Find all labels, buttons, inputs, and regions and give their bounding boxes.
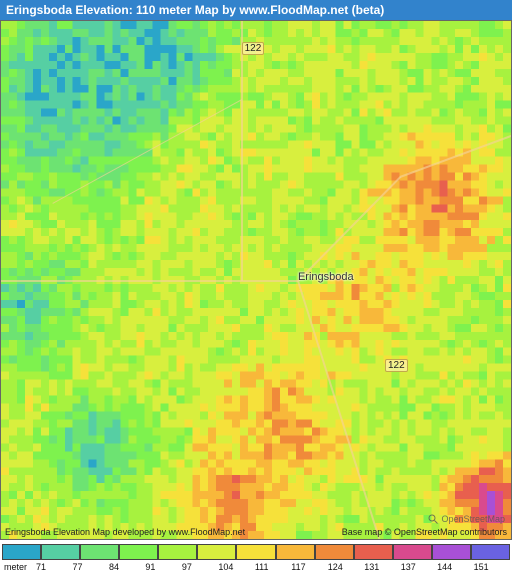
legend-swatch bbox=[119, 544, 158, 560]
legend-unit: meter bbox=[2, 562, 36, 572]
legend-break: 84 bbox=[109, 562, 145, 572]
osm-badge-text: OpenStreetMap bbox=[441, 514, 505, 524]
credit-right: Base map © OpenStreetMap contributors bbox=[342, 527, 507, 537]
legend-swatch bbox=[2, 544, 41, 560]
elevation-legend: meter 7177849197104111117124131137144151 bbox=[0, 540, 512, 582]
legend-break: 131 bbox=[364, 562, 400, 572]
legend-break: 117 bbox=[291, 562, 327, 572]
road-segment bbox=[241, 21, 243, 281]
legend-break: 144 bbox=[437, 562, 473, 572]
legend-swatch bbox=[393, 544, 432, 560]
legend-labels: meter 7177849197104111117124131137144151 bbox=[2, 562, 510, 572]
route-shield: 122 bbox=[385, 359, 408, 372]
legend-break: 71 bbox=[36, 562, 72, 572]
legend-swatch bbox=[41, 544, 80, 560]
legend-swatch bbox=[432, 544, 471, 560]
map-viewport[interactable]: 122 122 Eringsboda OpenStreetMap Eringsbo… bbox=[0, 20, 512, 540]
legend-break: 111 bbox=[255, 562, 291, 572]
page-title: Eringsboda Elevation: 110 meter Map by w… bbox=[0, 0, 512, 20]
legend-break: 124 bbox=[328, 562, 364, 572]
magnifier-icon bbox=[427, 513, 439, 525]
legend-swatch bbox=[471, 544, 510, 560]
legend-swatch bbox=[197, 544, 236, 560]
legend-swatches bbox=[2, 544, 510, 560]
legend-swatch bbox=[158, 544, 197, 560]
app-root: Eringsboda Elevation: 110 meter Map by w… bbox=[0, 0, 512, 582]
legend-break: 137 bbox=[401, 562, 437, 572]
legend-break: 91 bbox=[145, 562, 181, 572]
legend-swatch bbox=[80, 544, 119, 560]
osm-badge: OpenStreetMap bbox=[427, 513, 505, 525]
legend-swatch bbox=[315, 544, 354, 560]
legend-swatch bbox=[276, 544, 315, 560]
legend-break: 97 bbox=[182, 562, 218, 572]
place-label-eringsboda: Eringsboda bbox=[298, 271, 354, 283]
legend-break: 77 bbox=[72, 562, 108, 572]
credit-left: Eringsboda Elevation Map developed by ww… bbox=[5, 527, 245, 537]
road-segment bbox=[1, 280, 298, 282]
legend-break: 151 bbox=[474, 562, 510, 572]
legend-break: 104 bbox=[218, 562, 254, 572]
legend-swatch bbox=[236, 544, 275, 560]
title-text: Eringsboda Elevation: 110 meter Map by w… bbox=[6, 3, 384, 17]
legend-swatch bbox=[354, 544, 393, 560]
route-shield: 122 bbox=[242, 42, 265, 55]
